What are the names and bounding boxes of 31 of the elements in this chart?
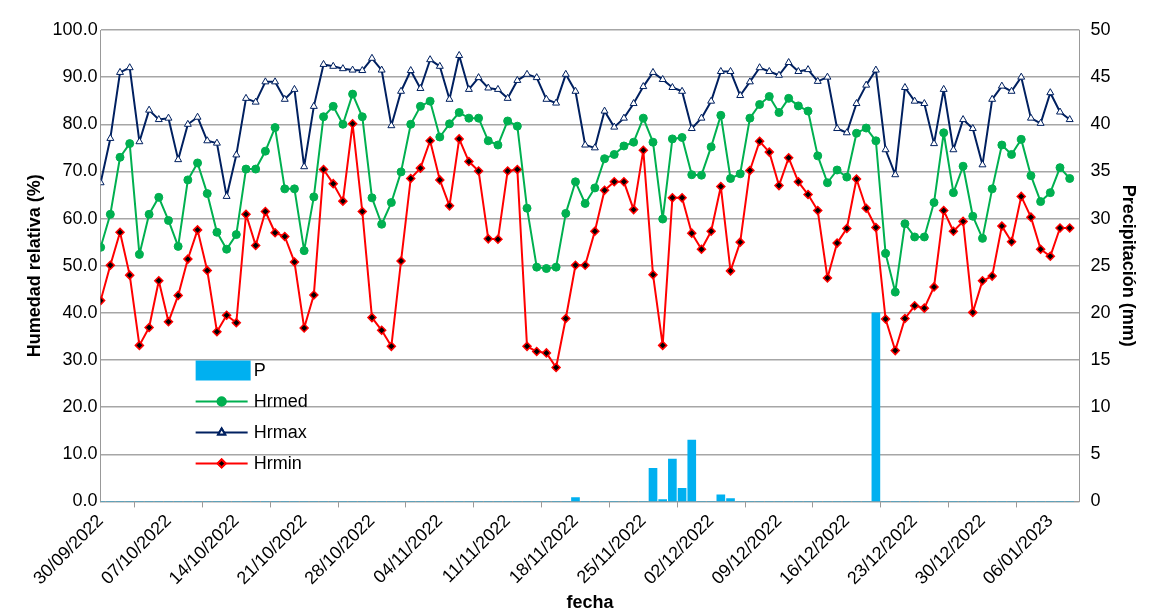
y2-tick-label: 20 <box>1090 301 1111 322</box>
y-tick-label: 30.0 <box>62 348 98 369</box>
y2-tick-label: 5 <box>1090 443 1101 464</box>
y-tick-label: 10.0 <box>62 443 98 464</box>
y2-tick-label: 0 <box>1090 490 1101 511</box>
y-tick-label: 90.0 <box>62 66 98 87</box>
legend-label: Hrmed <box>253 391 308 412</box>
y2-tick-label: 25 <box>1090 254 1111 275</box>
y-tick-label: 40.0 <box>62 301 98 322</box>
y2-tick-label: 45 <box>1090 66 1111 87</box>
y-tick-label: 100.0 <box>52 18 98 39</box>
legend-label: P <box>253 360 266 381</box>
y2-axis-title: Precipitación (mm) <box>1119 184 1140 347</box>
y-tick-label: 80.0 <box>62 113 98 134</box>
y2-tick-label: 15 <box>1090 348 1111 369</box>
x-axis-title: fecha <box>566 592 615 613</box>
y2-tick-label: 50 <box>1090 18 1111 39</box>
y-tick-label: 60.0 <box>62 207 98 228</box>
y2-tick-label: 35 <box>1090 160 1111 181</box>
y-tick-label: 0.0 <box>72 490 98 511</box>
y2-tick-label: 30 <box>1090 207 1111 228</box>
bar <box>571 497 580 502</box>
bar <box>871 312 881 502</box>
y-tick-label: 70.0 <box>62 160 98 181</box>
y2-tick-label: 10 <box>1090 396 1111 417</box>
legend-label: Hrmin <box>253 453 302 474</box>
y-tick-label: 20.0 <box>62 396 98 417</box>
legend-label: Hrmax <box>253 422 307 443</box>
y-axis-title: Humedad relativa (%) <box>23 174 44 358</box>
y-tick-label: 50.0 <box>62 254 98 275</box>
y2-tick-label: 40 <box>1090 113 1111 134</box>
